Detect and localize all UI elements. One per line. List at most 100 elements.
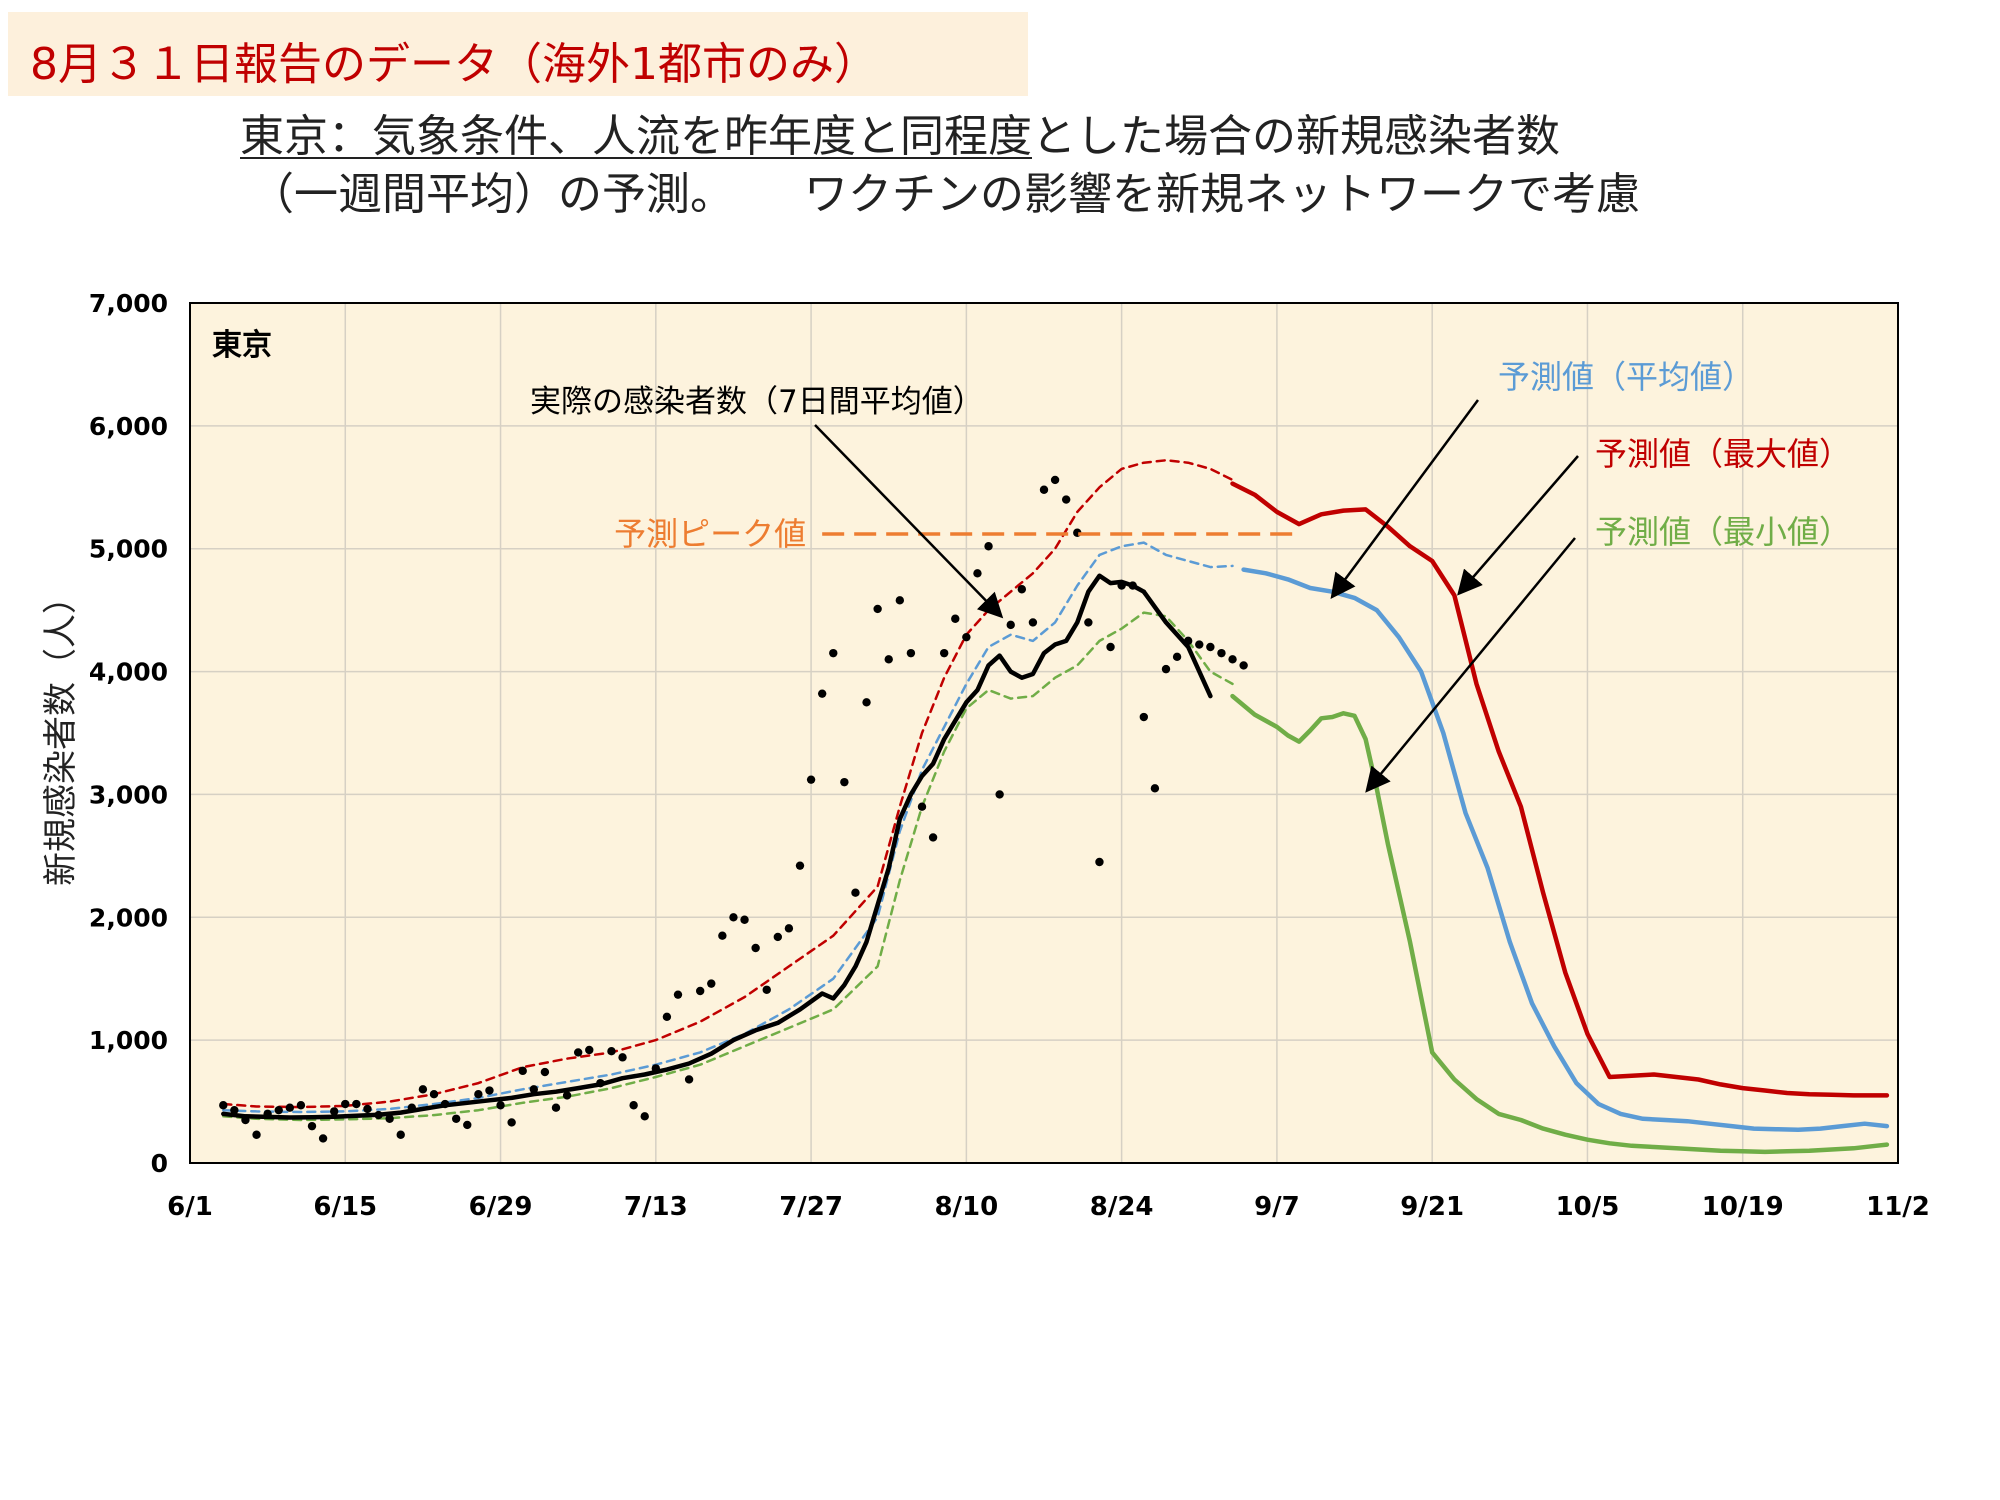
y-axis-ticks: 0 1,000 2,000 3,000 4,000 5,000 6,000 7,000 新規感染… <box>41 289 168 1178</box>
daily-point <box>1239 661 1248 670</box>
daily-point <box>939 648 949 658</box>
daily-point <box>740 915 749 924</box>
daily-point <box>873 604 882 614</box>
report-banner: 8月３１日報告のデータ（海外1都市のみ） <box>8 12 1028 96</box>
daily-point <box>817 689 827 698</box>
daily-point <box>1217 648 1226 658</box>
daily-point <box>496 1101 505 1110</box>
daily-point <box>851 888 860 897</box>
series-min-dashed <box>222 611 1234 1122</box>
daily-point <box>751 943 760 953</box>
daily-point <box>607 1047 616 1056</box>
x-tick-label: 9/21 <box>1400 1192 1464 1222</box>
daily-points <box>219 475 1248 1143</box>
daily-point <box>551 1103 561 1112</box>
mean-arrow <box>1330 399 1480 600</box>
y-axis-label: 新規感染者数（人） <box>41 580 81 886</box>
daily-point <box>1017 585 1027 594</box>
daily-point <box>1128 581 1137 590</box>
daily-point <box>1183 636 1193 646</box>
x-axis-ticks: 6/1 6/15 6/29 7/13 7/27 8/10 8/24 9/7 9/21 10/5 10… <box>167 1192 1930 1222</box>
daily-point <box>307 1121 317 1131</box>
y-tick-label: 7,000 <box>89 289 168 318</box>
daily-point <box>895 596 905 605</box>
daily-point <box>718 931 727 940</box>
daily-point <box>695 986 705 996</box>
x-tick-label: 6/29 <box>469 1192 533 1222</box>
daily-point <box>1028 618 1038 627</box>
daily-point <box>241 1115 250 1125</box>
daily-point <box>707 979 716 988</box>
daily-point <box>640 1112 649 1121</box>
title-underlined-part: 東京：気象条件、人流を昨年度と同程度 <box>240 111 1032 162</box>
daily-point <box>341 1099 350 1109</box>
daily-point <box>374 1110 383 1120</box>
title-line2-a: （一週間平均）の予測。 <box>250 169 734 220</box>
daily-point <box>407 1103 417 1112</box>
daily-point <box>651 1064 661 1073</box>
x-tick-label: 6/1 <box>167 1192 213 1222</box>
daily-point <box>219 1101 228 1110</box>
daily-point <box>618 1053 627 1062</box>
y-tick-label: 4,000 <box>89 658 168 687</box>
daily-point <box>784 924 794 933</box>
daily-point <box>274 1105 283 1115</box>
daily-point <box>318 1134 328 1143</box>
daily-point <box>363 1104 372 1114</box>
region-label: 東京 <box>212 328 272 363</box>
daily-point <box>995 790 1004 799</box>
daily-point <box>1095 857 1104 867</box>
daily-point <box>329 1107 339 1116</box>
peak-label: 予測ピーク値 <box>614 515 806 553</box>
daily-point <box>806 775 816 784</box>
chart-title-line2: （一週間平均）の予測。 ワクチンの影響を新規ネットワークで考慮 <box>250 158 1640 222</box>
daily-point <box>629 1101 638 1110</box>
daily-point <box>285 1103 295 1112</box>
mean-annotation: 予測値（平均値） <box>1498 358 1754 396</box>
daily-point <box>463 1120 472 1130</box>
x-tick-label: 9/7 <box>1254 1192 1300 1222</box>
daily-point <box>418 1085 428 1094</box>
x-tick-label: 11/2 <box>1866 1192 1930 1222</box>
x-tick-label: 6/15 <box>313 1192 377 1222</box>
daily-point <box>984 542 993 551</box>
title-line2-b: ワクチンの影響を新規ネットワークで考慮 <box>804 169 1640 220</box>
daily-point <box>1195 640 1204 649</box>
daily-point <box>451 1114 461 1123</box>
x-tick-label: 8/24 <box>1090 1192 1154 1222</box>
daily-point <box>396 1130 405 1139</box>
daily-point <box>662 1012 672 1021</box>
daily-point <box>252 1130 261 1139</box>
daily-point <box>518 1066 527 1076</box>
daily-point <box>352 1099 361 1109</box>
actual-arrow <box>814 424 1004 619</box>
daily-point <box>1228 655 1237 664</box>
max-annotation: 予測値（最大値） <box>1595 435 1851 473</box>
daily-point <box>973 569 982 578</box>
x-tick-label: 7/13 <box>624 1192 688 1222</box>
daily-point <box>230 1105 239 1115</box>
daily-point <box>263 1109 272 1119</box>
daily-point <box>485 1086 494 1095</box>
daily-point <box>928 833 938 842</box>
actual-annotation: 実際の感染者数（7日間平均値） <box>530 384 984 420</box>
y-tick-label: 3,000 <box>89 780 168 809</box>
banner-title: 8月３１日報告のデータ（海外1都市のみ） <box>30 39 878 90</box>
daily-point <box>684 1075 694 1084</box>
y-tick-label: 2,000 <box>89 903 168 932</box>
x-tick-label: 10/5 <box>1556 1192 1620 1222</box>
plot-border <box>189 302 1899 1164</box>
daily-point <box>529 1085 539 1094</box>
daily-point <box>773 932 783 942</box>
y-tick-label: 1,000 <box>89 1026 168 1055</box>
daily-point <box>884 655 893 664</box>
daily-point <box>795 861 805 870</box>
daily-point <box>1172 652 1182 662</box>
daily-point <box>1106 642 1115 652</box>
x-tick-label: 8/10 <box>934 1192 998 1222</box>
daily-point <box>596 1078 605 1088</box>
daily-point <box>296 1101 306 1110</box>
daily-point <box>1039 485 1049 494</box>
